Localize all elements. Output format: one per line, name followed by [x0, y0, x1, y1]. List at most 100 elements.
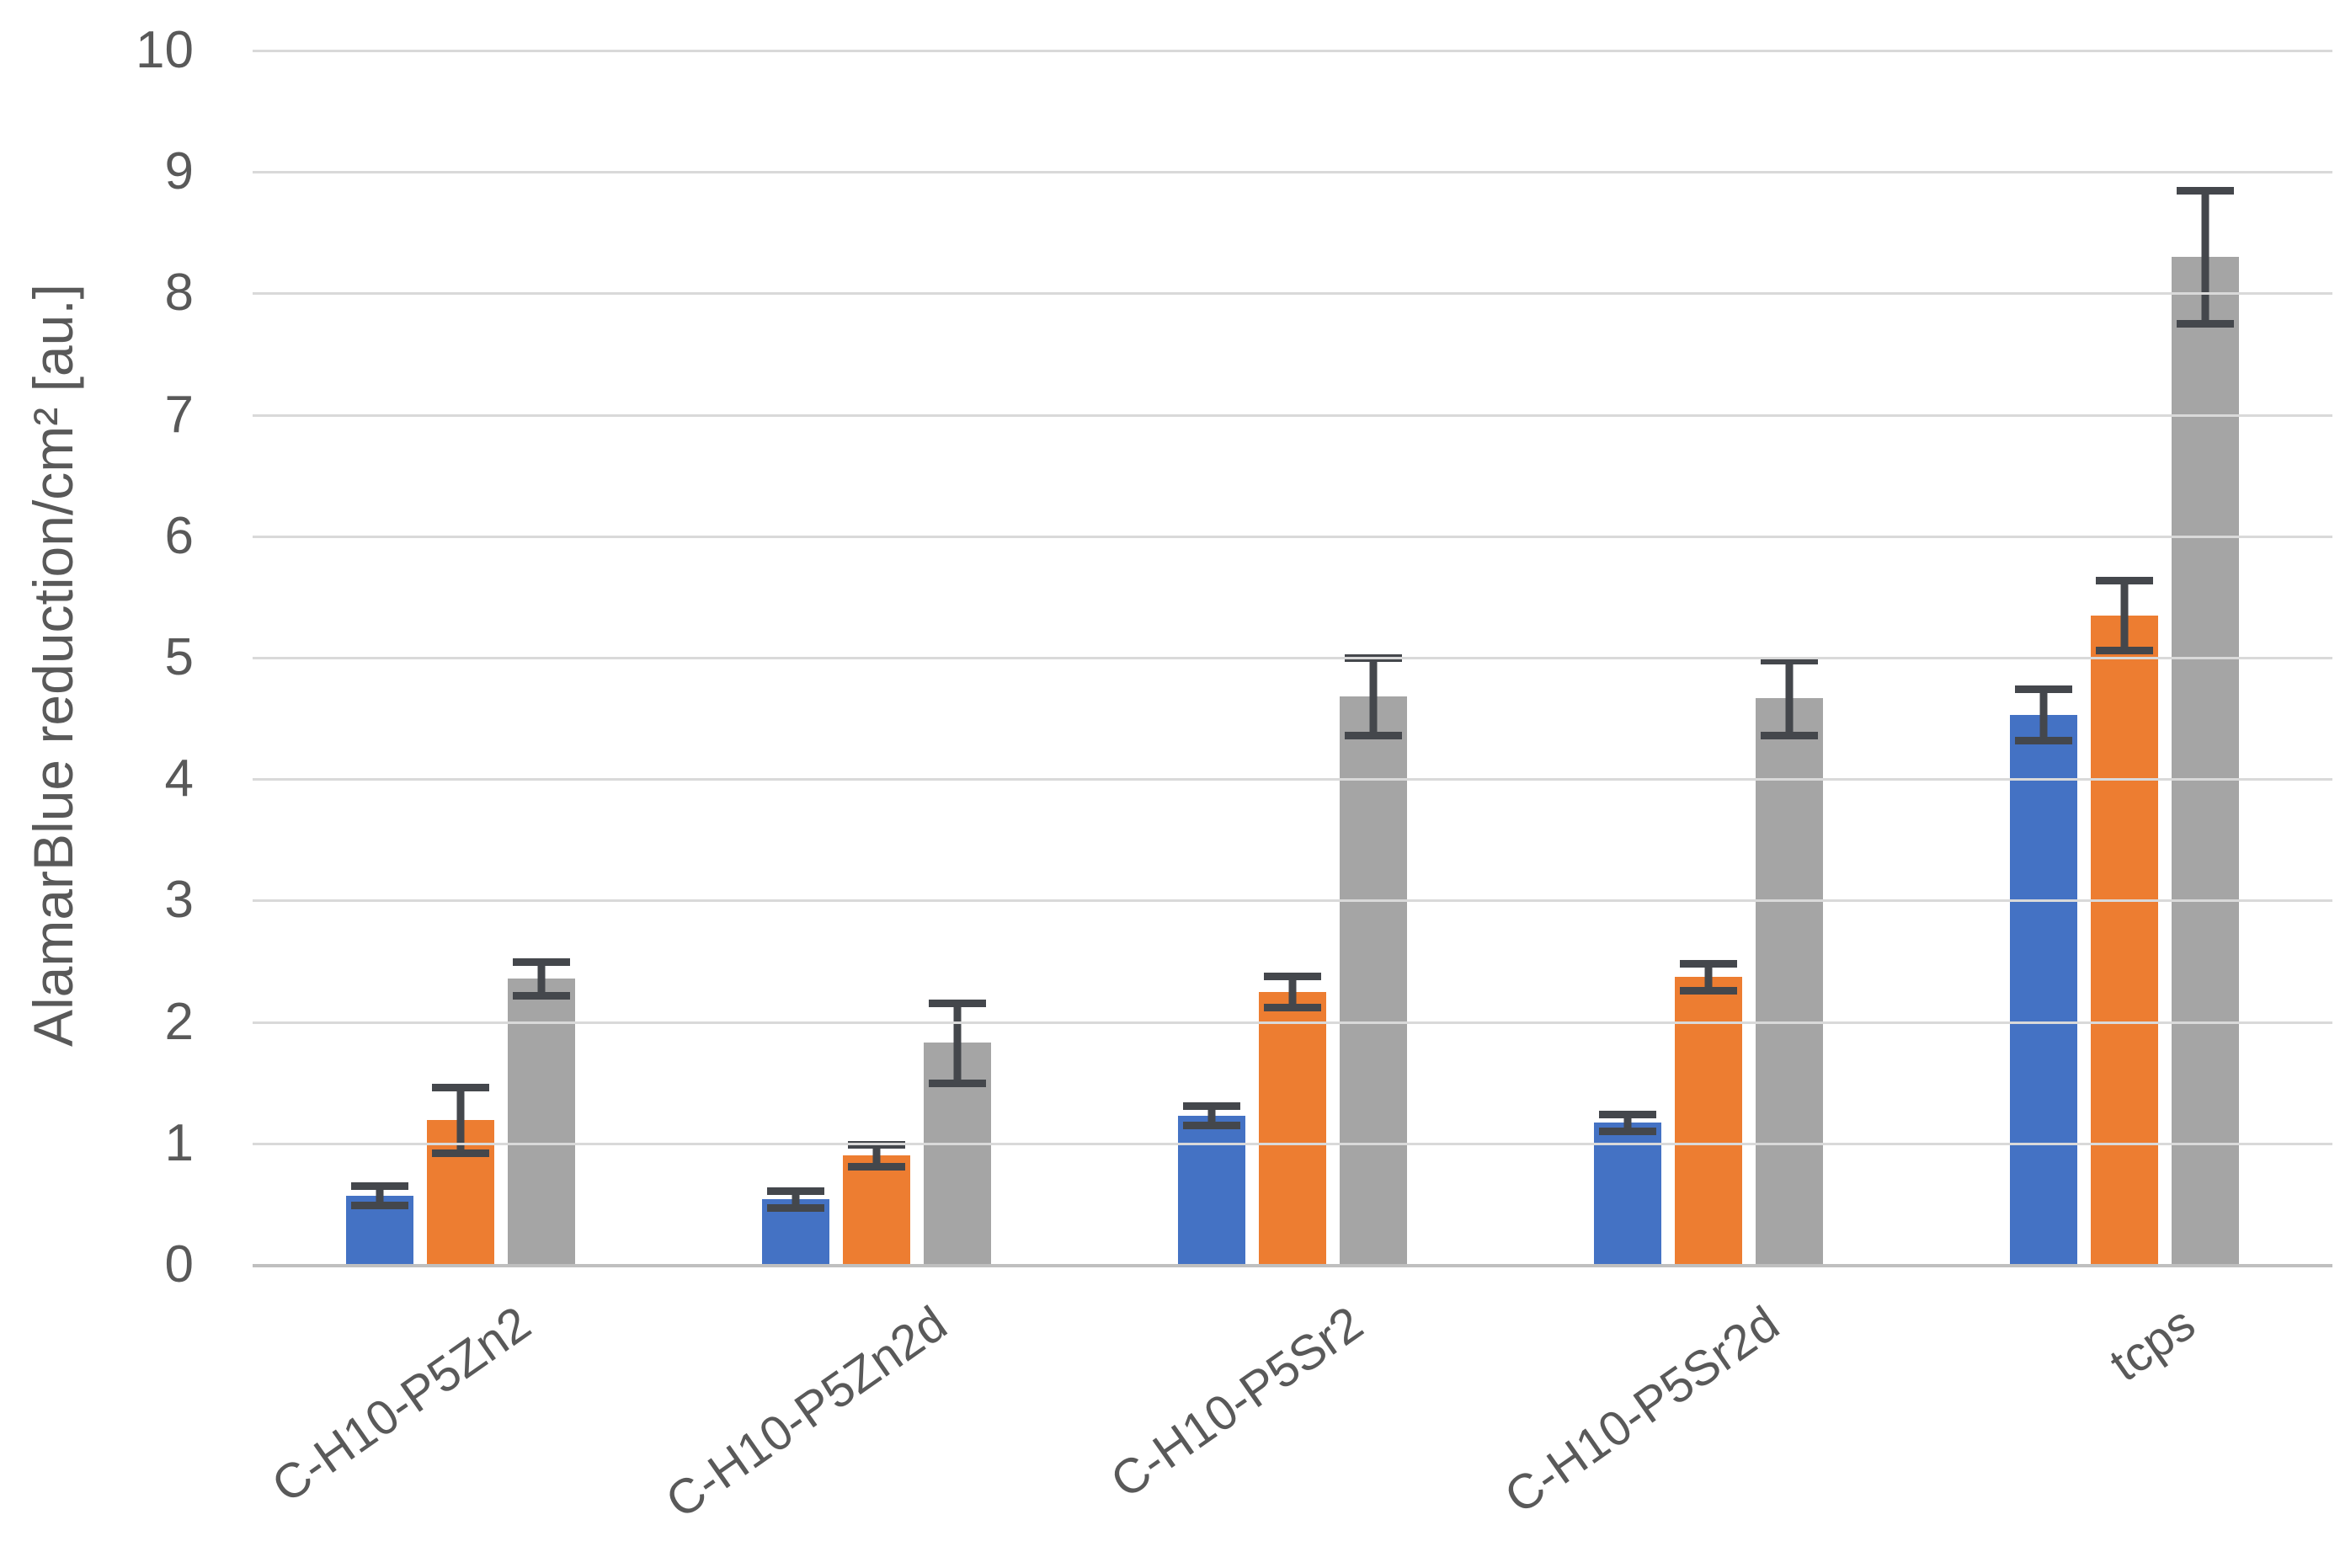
error-bar: [2120, 579, 2129, 651]
bar-group-C-H10-P5Sr2d: [1500, 51, 1916, 1265]
y-tick-label: 2: [164, 992, 194, 1051]
error-bar: [792, 1191, 800, 1208]
gridline: [253, 292, 2332, 296]
error-bar-cap: [351, 1182, 408, 1191]
bar-slot: [346, 51, 413, 1265]
x-axis-label-C-H10-P5Zn2: C-H10-P5Zn2: [262, 1295, 541, 1514]
error-bar-cap: [1761, 656, 1818, 664]
x-axis-label-C-H10-P5Sr2: C-H10-P5Sr2: [1101, 1295, 1373, 1509]
error-bar-cap: [1183, 1122, 1240, 1130]
error-bar: [1207, 1106, 1216, 1126]
error-bar-cap: [1264, 972, 1321, 980]
y-tick-label: 1: [164, 1113, 194, 1172]
bar-slot: [1675, 51, 1742, 1265]
bar-orange-C-H10-P5Sr2: [1259, 991, 1326, 1265]
error-bar: [1704, 963, 1713, 991]
error-bar: [872, 1144, 881, 1167]
error-bar-cap: [1183, 1102, 1240, 1111]
gridline: [253, 1021, 2332, 1024]
gridline: [253, 171, 2332, 174]
bar-orange-C-H10-P5Sr2d: [1675, 977, 1742, 1265]
x-axis-label-tcps: tcps: [2099, 1295, 2204, 1392]
error-bar: [456, 1087, 465, 1154]
bar-gray-tcps: [2172, 257, 2239, 1265]
bar-slot: [1594, 51, 1661, 1265]
error-bar: [2039, 689, 2048, 741]
error-bar-cap: [513, 957, 570, 966]
bar-slot: [1756, 51, 1823, 1265]
bar-gray-C-H10-P5Sr2: [1340, 696, 1407, 1265]
error-bar-cap: [1761, 732, 1818, 740]
error-bar-cap: [1680, 960, 1737, 968]
error-bar: [1369, 658, 1378, 736]
x-axis-label-C-H10-P5Sr2d: C-H10-P5Sr2d: [1495, 1295, 1788, 1525]
gridline: [253, 1142, 2332, 1145]
error-bar-cap: [2177, 186, 2234, 195]
bar-slot: [1178, 51, 1245, 1265]
bar-slot: [924, 51, 991, 1265]
y-tick-label: 4: [164, 749, 194, 808]
error-bar-cap: [1599, 1111, 1656, 1119]
x-axis-label-C-H10-P5Zn2d: C-H10-P5Zn2d: [656, 1295, 957, 1529]
error-bar-cap: [1680, 987, 1737, 995]
bar-slot: [2172, 51, 2239, 1265]
gridline: [253, 657, 2332, 659]
y-tick-label: 5: [164, 628, 194, 686]
bar-group-C-H10-P5Sr2: [1085, 51, 1500, 1265]
bar-slot: [508, 51, 575, 1265]
error-bar-cap: [929, 1079, 986, 1087]
y-tick-label: 6: [164, 506, 194, 565]
error-bar-cap: [1264, 1004, 1321, 1012]
error-bar: [1785, 659, 1794, 736]
error-bar-cap: [432, 1084, 489, 1092]
bar-slot: [1340, 51, 1407, 1265]
error-bar: [376, 1186, 384, 1206]
error-bar-cap: [1345, 732, 1402, 740]
error-bar-cap: [2096, 576, 2153, 584]
error-bar-cap: [513, 991, 570, 1000]
gridline: [253, 413, 2332, 417]
plot-area: [253, 50, 2332, 1267]
bar-orange-tcps: [2091, 615, 2158, 1265]
gridline: [253, 50, 2332, 52]
error-bar-cap: [2177, 320, 2234, 328]
error-bar-cap: [929, 999, 986, 1007]
y-tick-label: 9: [164, 142, 194, 201]
error-bar-cap: [767, 1204, 824, 1213]
y-tick-label: 3: [164, 871, 194, 930]
gridline: [253, 1264, 2332, 1267]
gridline: [253, 778, 2332, 781]
bar-group-C-H10-P5Zn2d: [669, 51, 1085, 1265]
bar-group-tcps: [1916, 51, 2332, 1265]
error-bar: [953, 1002, 962, 1083]
bar-slot: [2010, 51, 2077, 1265]
bar-slot: [1259, 51, 1326, 1265]
bar-slot: [2091, 51, 2158, 1265]
error-bar: [537, 961, 546, 995]
error-bar-cap: [2015, 685, 2072, 694]
y-tick-label: 10: [136, 21, 194, 79]
y-tick-label: 8: [164, 264, 194, 323]
bar-blue-C-H10-P5Sr2: [1178, 1115, 1245, 1265]
error-bar-cap: [767, 1187, 824, 1196]
error-bar-cap: [432, 1149, 489, 1158]
error-bar-cap: [848, 1163, 905, 1171]
gridline: [253, 535, 2332, 538]
error-bar-cap: [2015, 737, 2072, 745]
gridline: [253, 899, 2332, 903]
bar-slot: [762, 51, 829, 1265]
error-bar: [1288, 975, 1297, 1008]
y-tick-label: 7: [164, 385, 194, 444]
error-bar: [2201, 189, 2209, 324]
bar-orange-C-H10-P5Zn2d: [843, 1155, 910, 1265]
bar-blue-C-H10-P5Sr2d: [1594, 1123, 1661, 1265]
bar-gray-C-H10-P5Zn2: [508, 978, 575, 1265]
bar-gray-C-H10-P5Sr2d: [1756, 697, 1823, 1265]
error-bar-cap: [351, 1202, 408, 1210]
y-tick-label: 0: [164, 1235, 194, 1293]
error-bar-cap: [2096, 647, 2153, 655]
error-bar-cap: [1599, 1128, 1656, 1136]
error-bar: [1623, 1114, 1632, 1132]
bar-blue-tcps: [2010, 714, 2077, 1265]
